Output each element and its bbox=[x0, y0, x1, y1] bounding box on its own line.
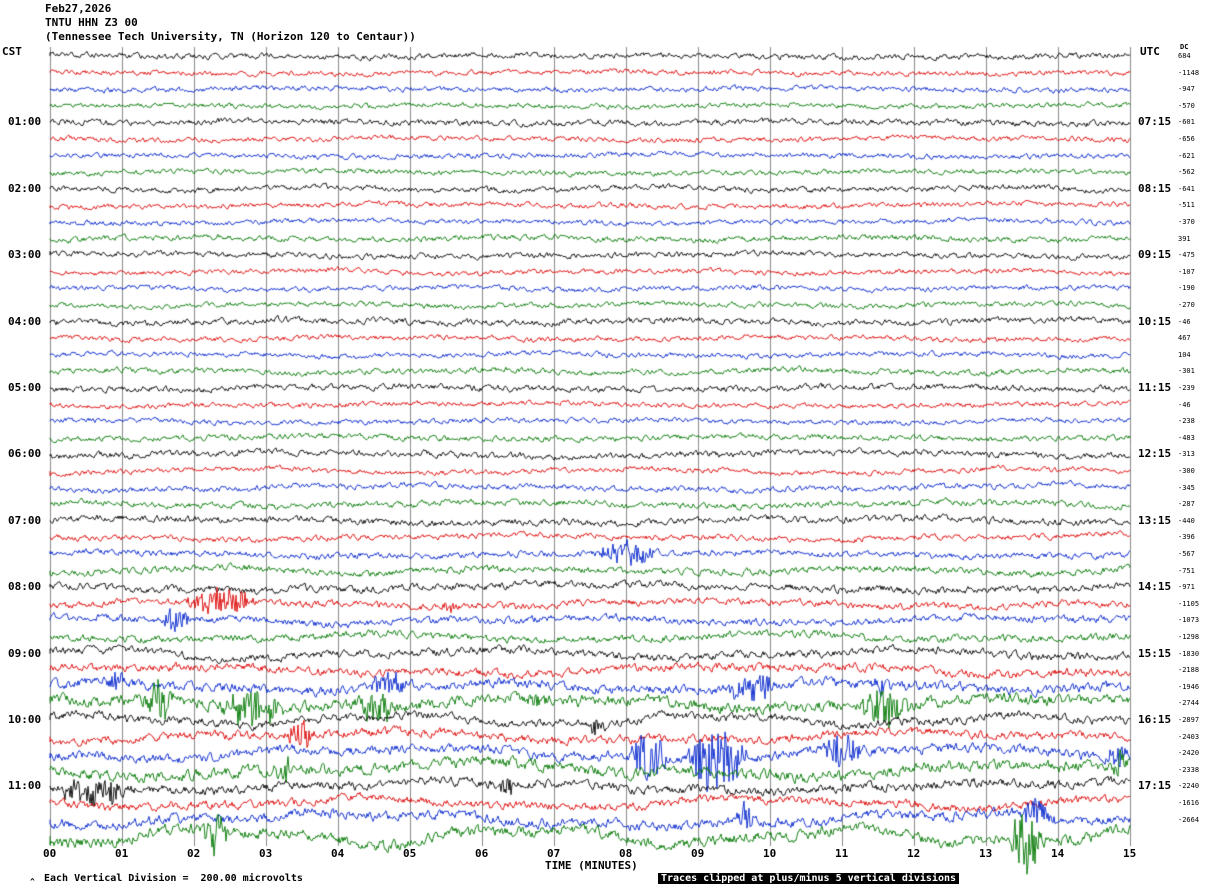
dc-value: -1830 bbox=[1178, 649, 1200, 658]
dc-value: -238 bbox=[1178, 417, 1195, 426]
dc-value: -2338 bbox=[1178, 765, 1200, 774]
dc-value: -2240 bbox=[1178, 782, 1200, 791]
left-axis-title: CST bbox=[2, 45, 22, 58]
utc-hour-label: 07:15 bbox=[1138, 115, 1172, 129]
utc-hour-label: 15:15 bbox=[1138, 646, 1172, 660]
utc-hour-label: 16:15 bbox=[1138, 713, 1172, 726]
dc-value: -46 bbox=[1178, 317, 1191, 326]
utc-hour-label: 09:15 bbox=[1138, 248, 1172, 262]
dc-value: -1073 bbox=[1178, 616, 1200, 625]
dc-value: -2664 bbox=[1178, 815, 1200, 824]
cst-hour-label: 05:00 bbox=[8, 381, 42, 394]
dc-value: -947 bbox=[1178, 85, 1195, 94]
dc-value: 104 bbox=[1178, 350, 1191, 359]
minute-label: 07 bbox=[547, 847, 561, 860]
dc-value: -1946 bbox=[1178, 682, 1200, 691]
dc-value: -190 bbox=[1178, 284, 1195, 293]
dc-value: -751 bbox=[1178, 566, 1195, 575]
minute-label: 13 bbox=[979, 847, 993, 860]
dc-value: -345 bbox=[1178, 483, 1195, 492]
dc-value: -1616 bbox=[1178, 799, 1200, 807]
dc-value: -511 bbox=[1178, 201, 1195, 210]
utc-hour-label: 17:15 bbox=[1138, 779, 1172, 793]
dc-value: -1148 bbox=[1178, 68, 1200, 77]
dc-value: 467 bbox=[1178, 334, 1191, 343]
dc-value: -287 bbox=[1178, 500, 1195, 509]
dc-value: -239 bbox=[1178, 384, 1195, 392]
dc-value: -567 bbox=[1178, 550, 1195, 558]
dc-value: -1298 bbox=[1178, 633, 1200, 641]
minute-label: 09 bbox=[691, 847, 705, 860]
dc-value: -2188 bbox=[1178, 666, 1200, 675]
minute-label: 10 bbox=[763, 847, 777, 860]
cst-hour-label: 07:00 bbox=[8, 513, 42, 527]
minute-label: 01 bbox=[115, 847, 129, 860]
dc-value: -370 bbox=[1178, 218, 1195, 226]
utc-hour-label: 08:15 bbox=[1138, 181, 1172, 195]
dc-value: -641 bbox=[1178, 184, 1195, 193]
minute-label: 06 bbox=[475, 847, 489, 860]
utc-hour-label: 14:15 bbox=[1138, 580, 1172, 594]
dc-value: -562 bbox=[1178, 168, 1195, 177]
dc-value: -46 bbox=[1178, 400, 1191, 409]
cst-hour-label: 09:00 bbox=[8, 646, 42, 660]
cst-hour-label: 02:00 bbox=[8, 181, 42, 195]
minute-label: 05 bbox=[403, 847, 417, 860]
dc-value: -301 bbox=[1178, 367, 1195, 376]
minute-label: 02 bbox=[187, 847, 201, 860]
station-description: (Tennessee Tech University, TN (Horizon … bbox=[45, 30, 416, 43]
dc-value: -2744 bbox=[1178, 699, 1200, 708]
cst-hour-label: 06:00 bbox=[8, 447, 42, 461]
dc-value: -2420 bbox=[1178, 749, 1200, 758]
dc-value: -483 bbox=[1178, 433, 1195, 442]
dc-value: 684 bbox=[1178, 52, 1191, 60]
dc-value: -313 bbox=[1178, 450, 1195, 459]
dc-value: -971 bbox=[1178, 583, 1195, 592]
minute-label: 08 bbox=[619, 847, 633, 860]
cst-hour-label: 03:00 bbox=[8, 248, 42, 262]
clip-note: Traces clipped at plus/minus 5 vertical … bbox=[658, 873, 960, 884]
cst-hour-label: 11:00 bbox=[8, 779, 42, 793]
dc-value: -2403 bbox=[1178, 732, 1200, 741]
dc-value: -1105 bbox=[1178, 599, 1200, 608]
dc-value: -2897 bbox=[1178, 716, 1200, 724]
dc-value: -440 bbox=[1178, 516, 1195, 525]
dc-value: -300 bbox=[1178, 467, 1195, 475]
dc-value: -621 bbox=[1178, 151, 1195, 160]
dc-value: -570 bbox=[1178, 101, 1195, 110]
utc-hour-label: 12:15 bbox=[1138, 447, 1172, 461]
dc-column-header: DC bbox=[1180, 43, 1189, 51]
dc-value: -475 bbox=[1178, 251, 1195, 260]
dc-value: 391 bbox=[1178, 234, 1191, 243]
right-axis-title: UTC bbox=[1140, 45, 1160, 58]
minute-label: 12 bbox=[907, 847, 921, 860]
utc-hour-label: 10:15 bbox=[1138, 314, 1172, 328]
cst-hour-label: 08:00 bbox=[8, 580, 42, 594]
dc-value: -396 bbox=[1178, 533, 1195, 542]
scale-note: Each Vertical Division = 200.00 microvol… bbox=[44, 873, 303, 884]
cst-hour-label: 01:00 bbox=[8, 115, 42, 129]
dc-value: -107 bbox=[1178, 267, 1195, 276]
minute-label: 15 bbox=[1123, 847, 1137, 860]
minute-label: 04 bbox=[331, 847, 345, 860]
utc-hour-label: 11:15 bbox=[1138, 381, 1172, 394]
minute-label: 03 bbox=[259, 847, 273, 860]
date-label: Feb27,2026 bbox=[45, 2, 112, 15]
x-axis-title: TIME (MINUTES) bbox=[545, 859, 638, 872]
minute-label: 00 bbox=[43, 847, 57, 860]
minute-label: 11 bbox=[835, 847, 849, 860]
station-label: TNTU HHN Z3 00 bbox=[45, 16, 138, 29]
footer-marker: ^ bbox=[30, 877, 35, 886]
dc-value: -656 bbox=[1178, 135, 1195, 143]
cst-hour-label: 10:00 bbox=[8, 713, 42, 726]
dc-value: -270 bbox=[1178, 301, 1195, 309]
utc-hour-label: 13:15 bbox=[1138, 513, 1172, 527]
dc-value: -601 bbox=[1178, 118, 1195, 127]
cst-hour-label: 04:00 bbox=[8, 314, 42, 328]
minute-label: 14 bbox=[1051, 847, 1065, 860]
